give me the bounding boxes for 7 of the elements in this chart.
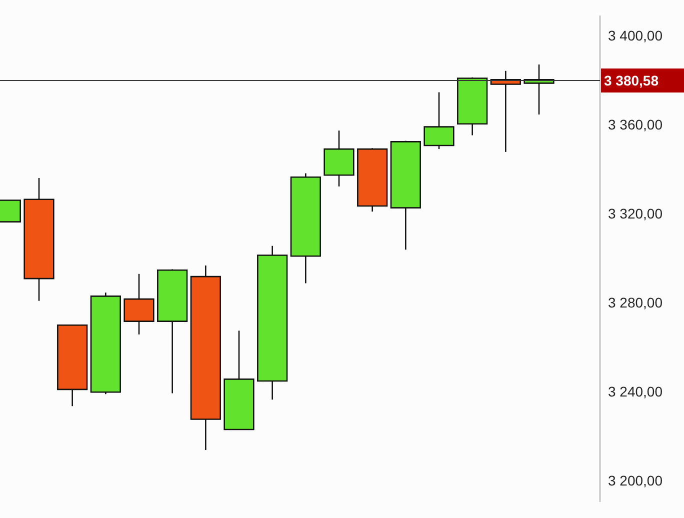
y-tick-label: 3 280,00 xyxy=(608,294,663,310)
y-tick-label: 3 320,00 xyxy=(608,205,663,222)
y-tick-label: 3 200,00 xyxy=(608,472,663,488)
y-tick-label: 3 400,00 xyxy=(608,27,663,44)
y-tick-label: 3 240,00 xyxy=(608,383,663,400)
ref-line-label: 3 380,58 xyxy=(604,72,659,88)
y-tick-label: 3 360,00 xyxy=(608,116,663,132)
